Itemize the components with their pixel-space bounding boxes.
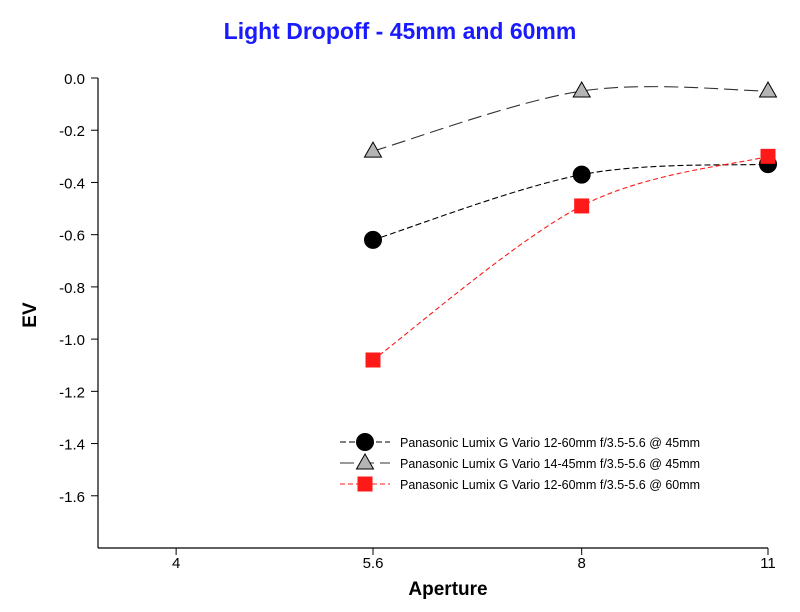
data-point [572,165,591,184]
y-axis-title: EV [20,302,41,328]
y-tick-label: -1.6 [59,489,85,506]
data-point [363,141,383,158]
data-point [574,198,590,214]
x-tick-label: 4 [172,555,180,572]
y-tick-label: -0.8 [59,280,85,297]
data-point [363,230,382,249]
data-point [760,148,776,164]
legend-item-2: Panasonic Lumix G Vario 14-45mm f/3.5-5.… [340,452,700,471]
legend-label: Panasonic Lumix G Vario 12-60mm f/3.5-5.… [400,478,700,492]
legend-swatch-marker [355,452,375,470]
axes-layer: 0.0 -0.2 -0.4 -0.6 -0.8 -1.0 -1.2 -1.4 -1.6 4 5.6 8… [20,71,776,600]
y-tick-label: -1.2 [59,384,85,401]
legend-item-3: Panasonic Lumix G Vario 12-60mm f/3.5-5.… [340,476,700,492]
series-2 [363,81,778,158]
legend-label: Panasonic Lumix G Vario 12-60mm f/3.5-5.… [400,436,700,450]
x-axis-title: Aperture [408,579,487,600]
series-layer [363,81,778,368]
y-tick-label: -0.6 [59,228,85,245]
legend-swatch-marker [356,433,374,451]
legend-label: Panasonic Lumix G Vario 14-45mm f/3.5-5.… [400,457,700,471]
series-3 [365,148,776,368]
series-line [372,86,769,152]
legend-swatch-marker [357,476,373,492]
data-point [365,352,381,368]
y-tick-label: 0.0 [64,71,85,88]
legend-item-1: Panasonic Lumix G Vario 12-60mm f/3.5-5.… [340,433,700,451]
series-1 [363,155,777,249]
chart-title: Light Dropoff - 45mm and 60mm [223,18,577,44]
y-tick-label: -0.2 [59,123,85,140]
data-point [758,81,778,98]
y-tick-label: -0.4 [59,175,85,192]
x-tick-label: 11 [760,555,776,572]
y-tick-label: -1.0 [59,332,85,349]
data-point [572,81,592,98]
y-tick-label: -1.4 [59,437,85,454]
series-line [372,163,769,241]
series-line [372,155,769,361]
x-tick-label: 8 [578,555,586,572]
x-tick-label: 5.6 [363,555,384,572]
legend-layer: Panasonic Lumix G Vario 12-60mm f/3.5-5.… [340,433,700,492]
